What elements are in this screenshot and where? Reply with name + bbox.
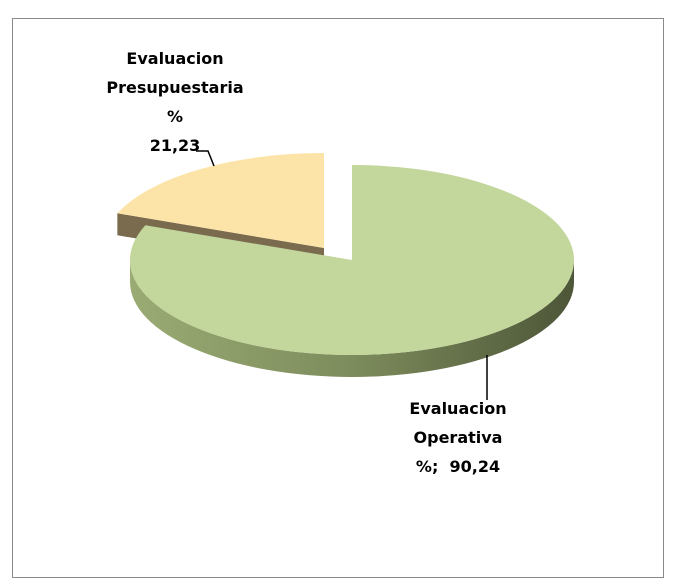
category-label: Evaluacion Operativa %; [409, 399, 507, 476]
body: {"chart_data": {"type": "pie", "categori… [12, 18, 664, 578]
page: body { margin: 0; width: 677px; height: … [12, 18, 664, 578]
leader-line [196, 150, 215, 167]
slice-label: Evaluacion Operativa %; 90,24 [388, 394, 528, 481]
chart [117, 150, 574, 400]
pie-slice [130, 165, 574, 355]
slice-side [130, 260, 574, 377]
category-label: Evaluacion Presupuestaria % [106, 49, 244, 126]
pie-slice [117, 153, 324, 248]
value-label: 21,23 [149, 136, 201, 155]
value-label: 90,24 [449, 457, 501, 476]
slice-label: Evaluacion Presupuestaria % 21,23 [100, 44, 250, 160]
